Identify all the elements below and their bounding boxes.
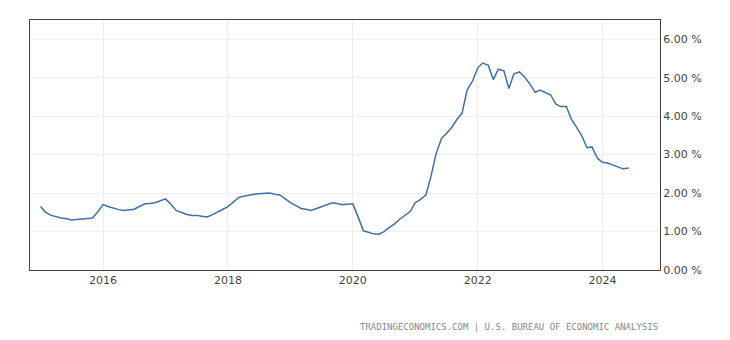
svg-text:0.00 %: 0.00 %: [663, 264, 701, 277]
svg-text:4.00 %: 4.00 %: [663, 110, 701, 123]
svg-text:TRADINGECONOMICS.COM | U.S. BU: TRADINGECONOMICS.COM | U.S. BUREAU OF EC…: [360, 322, 658, 332]
svg-text:2024: 2024: [589, 274, 617, 287]
svg-text:5.00 %: 5.00 %: [663, 72, 701, 85]
svg-text:1.00 %: 1.00 %: [663, 225, 701, 238]
svg-text:2020: 2020: [339, 274, 367, 287]
svg-text:3.00 %: 3.00 %: [663, 148, 701, 161]
svg-text:6.00 %: 6.00 %: [663, 33, 701, 46]
svg-text:2022: 2022: [464, 274, 492, 287]
svg-text:2016: 2016: [89, 274, 117, 287]
svg-text:2018: 2018: [214, 274, 242, 287]
svg-text:2.00 %: 2.00 %: [663, 187, 701, 200]
